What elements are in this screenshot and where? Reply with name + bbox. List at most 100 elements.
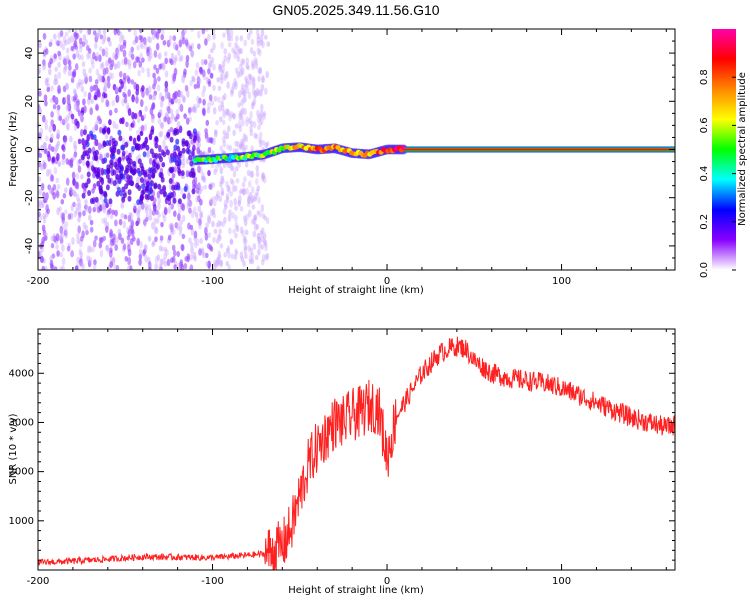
spectrogram-noise-blob [56, 106, 61, 115]
spectrogram-noise-blob [246, 32, 251, 41]
spectrogram-noise-blob [205, 222, 209, 229]
spectrogram-noise-blob [193, 230, 198, 239]
spectrogram-noise-blob [136, 210, 141, 219]
spectrogram-noise-blob [236, 141, 240, 148]
spectrogram-noise-blob [234, 140, 238, 147]
spectrogram-noise-blob [48, 41, 53, 48]
spectrogram-noise-blob [57, 32, 61, 39]
spectrogram-noise-blob [220, 187, 225, 196]
spectrogram-noise-blob [130, 79, 135, 85]
spectrogram-noise-blob [86, 44, 90, 52]
spectrogram-noise-blob [75, 207, 79, 215]
spectrogram-noise-blob [163, 51, 168, 57]
spectrogram-noise-blob [220, 175, 224, 181]
spectrogram-noise-blob [116, 29, 121, 36]
spectrogram-noise-blob [247, 195, 251, 204]
spectrogram-noise-blob [253, 214, 257, 221]
spectrogram-noise-blob [108, 119, 112, 126]
spectrogram-noise-blob [83, 105, 87, 114]
spectrogram-noise-blob [244, 134, 248, 143]
spectrogram-noise-blob [178, 229, 183, 236]
spectrogram-noise-blob [218, 63, 222, 71]
spectrogram-noise-blob [38, 249, 41, 257]
spectrogram-noise-blob [88, 214, 92, 221]
spectrogram-noise-blob [144, 243, 148, 252]
spectrogram-noise-blob [181, 233, 186, 240]
spectrogram-noise-blob [140, 43, 144, 50]
spectrogram-noise-blob [73, 102, 78, 111]
spectrogram-noise-blob [192, 144, 196, 152]
spectrogram-noise-blob [120, 202, 125, 209]
spectrogram-noise-blob [69, 135, 73, 143]
spectrogram-noise-blob [173, 67, 178, 76]
spectrogram-noise-blob [153, 50, 158, 58]
spectrogram-noise-blob [43, 148, 48, 155]
snr-x-label: Height of straight line (km) [288, 585, 424, 596]
spectrogram-noise-blob [254, 192, 258, 200]
spectrogram-noise-blob [242, 260, 246, 267]
spectrogram-noise-blob [52, 123, 56, 132]
spectrogram-noise-blob [117, 129, 122, 136]
spectrogram-noise-blob [217, 254, 222, 260]
spectrogram-noise-blob [188, 265, 193, 270]
spectrogram-noise-blob [84, 204, 89, 213]
spectrogram-noise-blob [46, 77, 50, 83]
spectrogram-noise-blob [248, 117, 252, 125]
spectrogram-noise-blob [217, 96, 221, 104]
spectrogram-noise-blob [176, 113, 180, 120]
spectrogram-noise-blob [115, 47, 119, 56]
spectrogram-x-label: Height of straight line (km) [288, 285, 424, 296]
spectrogram-noise-blob [179, 104, 184, 112]
spectrogram-noise-blob [252, 82, 256, 89]
spectrogram-noise-blob [154, 227, 159, 235]
spectrogram-noise-blob [152, 167, 157, 174]
spectrogram-noise-blob [164, 207, 168, 216]
spectrogram-noise-blob [185, 60, 189, 68]
spectrogram-noise-blob [56, 140, 61, 147]
spectrogram-noise-blob [181, 140, 186, 147]
spectrogram-noise-blob [108, 57, 112, 64]
spectrogram-noise-blob [222, 129, 227, 136]
spectrogram-noise-blob [173, 210, 177, 217]
spectrogram-noise-blob [144, 193, 149, 200]
spectrogram-noise-blob [58, 206, 62, 212]
spectrogram-noise-blob [135, 56, 139, 63]
spectrogram-noise-blob [222, 136, 226, 143]
spectrogram-noise-blob [183, 29, 188, 35]
spectrogram-noise-blob [78, 81, 82, 88]
spectrogram-noise-blob [155, 209, 160, 215]
spectrogram-noise-blob [113, 63, 118, 70]
spectrogram-noise-blob [126, 174, 131, 181]
spectrogram-noise-blob [149, 195, 154, 202]
spectrogram-noise-blob [80, 54, 84, 61]
spectrogram-noise-blob [147, 204, 151, 211]
spectrogram-noise-blob [146, 46, 150, 53]
spectrogram-noise-blob [258, 48, 262, 57]
spectrogram-noise-blob [261, 174, 265, 182]
spectrogram-noise-blob [170, 229, 174, 236]
spectrogram-noise-blob [241, 229, 245, 238]
spectrogram-noise-blob [73, 140, 77, 149]
spectrogram-noise-blob [173, 41, 177, 50]
spectrogram-noise-blob [264, 34, 268, 40]
spectrogram-noise-blob [124, 141, 129, 148]
spectrogram-noise-blob [89, 198, 94, 204]
spectrogram-noise-blob [143, 219, 147, 228]
spectrogram-noise-blob [226, 56, 231, 64]
spectrogram-noise-blob [163, 191, 167, 197]
spectrogram-noise-blob [157, 202, 161, 210]
spectrogram-noise-blob [141, 188, 146, 195]
spectrogram-noise-blob [97, 29, 102, 36]
spectrogram-noise-blob [242, 96, 246, 104]
spectrogram-noise-blob [254, 177, 259, 186]
spectrogram-noise-blob [180, 264, 185, 270]
x-tick-label: 0 [384, 276, 390, 287]
spectrogram-noise-blob [167, 195, 172, 201]
spectrogram-noise-blob [131, 145, 136, 152]
spectrogram-noise-blob [178, 56, 182, 63]
spectrogram-noise-blob [169, 126, 174, 133]
spectrogram-noise-blob [260, 227, 265, 235]
spectrogram-noise-blob [265, 217, 270, 225]
spectrogram-noise-blob [168, 35, 173, 41]
spectrogram-noise-blob [62, 35, 67, 44]
